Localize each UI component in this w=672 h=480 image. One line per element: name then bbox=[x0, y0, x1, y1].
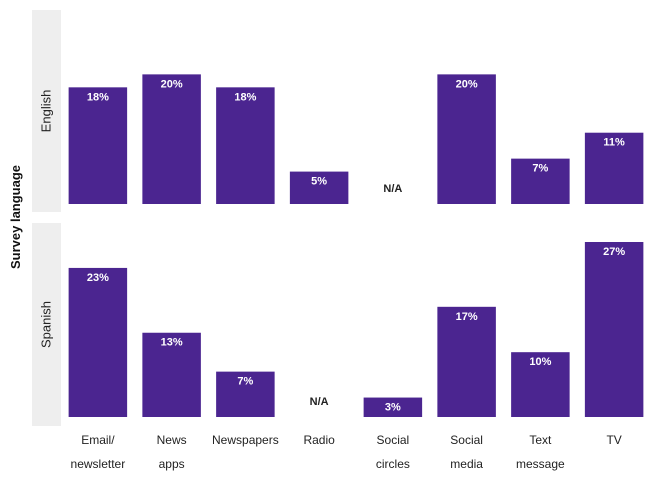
tick-label-newspapers: Newspapers bbox=[212, 433, 279, 447]
data-label-spanish-social-circles: 3% bbox=[385, 402, 401, 414]
facet-label-spanish: Spanish bbox=[39, 301, 54, 348]
bar-english-radio bbox=[289, 171, 349, 204]
bar-english-text-message bbox=[511, 158, 570, 204]
data-label-english-newspapers: 18% bbox=[234, 91, 256, 103]
facet-spanish: Spanish 23% 13% 7% N/A 3% 17% 10% 27% bbox=[32, 223, 644, 426]
tick-label-social-media: Social media bbox=[450, 433, 483, 471]
na-label-spanish-radio: N/A bbox=[310, 396, 329, 408]
bar-spanish-email-newsletter bbox=[68, 267, 128, 417]
tick-label-tv: TV bbox=[606, 433, 621, 447]
bar-english-social-media bbox=[437, 74, 496, 205]
na-label-english-social-circles: N/A bbox=[383, 183, 402, 195]
survey-language-axis-label: Survey language bbox=[8, 165, 23, 269]
tick-label-social-circles: Social circles bbox=[376, 433, 410, 471]
data-label-english-tv: 11% bbox=[603, 137, 625, 149]
bar-english-tv bbox=[584, 132, 644, 204]
tick-label-email-newsletter: Email/newsletter bbox=[71, 433, 126, 471]
bar-spanish-newspapers bbox=[216, 371, 275, 417]
bar-english-news-apps bbox=[142, 74, 201, 205]
facet-strip-spanish bbox=[32, 223, 61, 426]
data-label-spanish-news-apps: 13% bbox=[161, 337, 183, 349]
bar-spanish-news-apps bbox=[142, 332, 201, 417]
data-label-english-text-message: 7% bbox=[532, 163, 548, 175]
data-label-english-email-newsletter: 18% bbox=[87, 91, 109, 103]
facet-label-english: English bbox=[39, 90, 54, 133]
data-label-spanish-text-message: 10% bbox=[529, 356, 551, 368]
bar-spanish-tv bbox=[584, 242, 644, 417]
bar-english-email-newsletter bbox=[68, 87, 128, 204]
facet-english: English 18% 20% 18% 5% N/A 20% 7% 11% bbox=[32, 10, 644, 212]
data-label-english-news-apps: 20% bbox=[161, 78, 183, 90]
data-label-spanish-email-newsletter: 23% bbox=[87, 272, 109, 284]
data-label-spanish-tv: 27% bbox=[603, 246, 625, 258]
bar-spanish-text-message bbox=[511, 352, 570, 417]
bar-english-newspapers bbox=[216, 87, 275, 204]
bar-spanish-social-media bbox=[437, 306, 496, 417]
data-label-english-radio: 5% bbox=[311, 176, 327, 188]
tick-label-news-apps: News apps bbox=[157, 433, 187, 471]
tick-label-radio: Radio bbox=[303, 433, 335, 447]
tick-label-text-message: Text message bbox=[516, 433, 565, 471]
facet-strip-english bbox=[32, 10, 61, 212]
bar-spanish-social-circles bbox=[363, 397, 423, 417]
data-label-spanish-newspapers: 7% bbox=[237, 376, 253, 388]
data-label-english-social-media: 20% bbox=[456, 78, 478, 90]
data-label-spanish-social-media: 17% bbox=[456, 311, 478, 323]
